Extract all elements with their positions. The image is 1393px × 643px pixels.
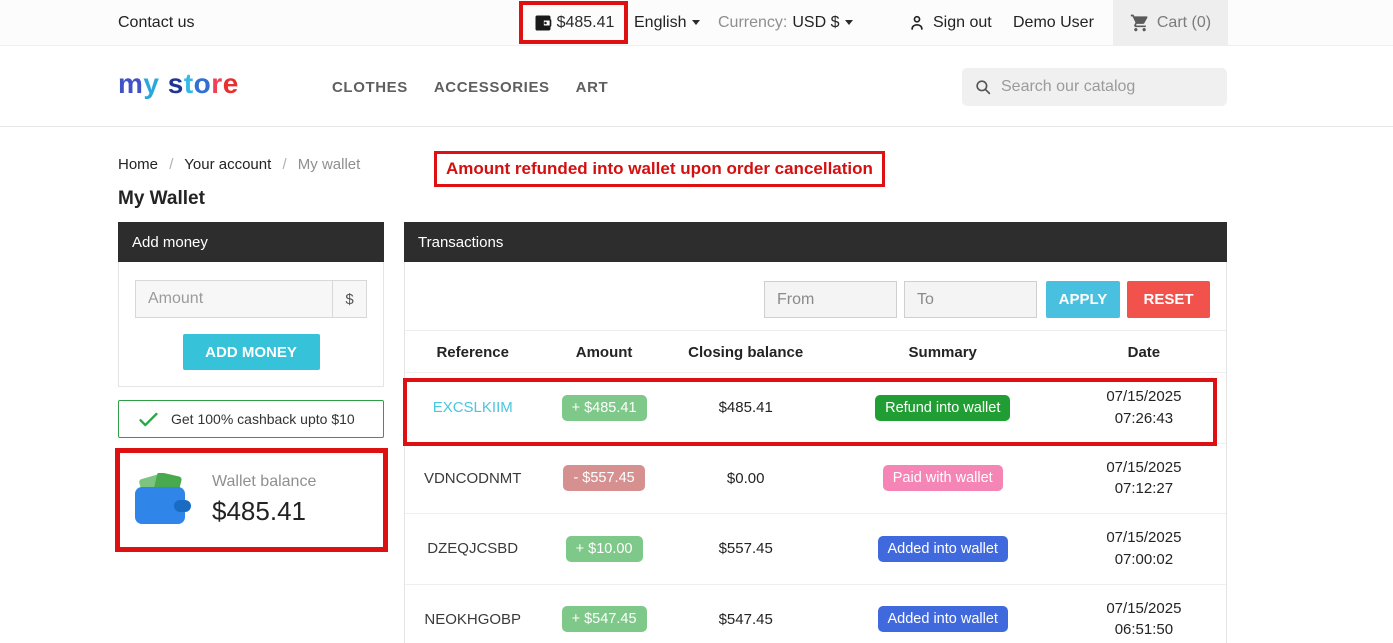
summary-badge: Added into wallet [877,606,1008,633]
chevron-down-icon [692,20,701,25]
currency-selector[interactable]: Currency: USD $ [718,13,854,32]
nav-item-accessories[interactable]: ACCESSORIES [433,79,550,96]
annotation-box-refund-note: Amount refunded into wallet upon order c… [434,151,885,187]
cashback-text: Get 100% cashback upto $10 [171,411,355,427]
breadcrumb: Home / Your account / My wallet [118,156,360,173]
transaction-date: 07/15/2025 06:51:50 [1061,583,1226,643]
annotation-box-wallet-balance: Wallet balance $485.41 [115,448,388,552]
language-selector[interactable]: English [634,13,701,32]
check-icon [139,412,158,427]
wallet-balance-block: Wallet balance $485.41 [212,473,316,527]
transactions-filter: APPLY RESET [405,262,1226,331]
amount-badge: - $557.45 [563,465,645,492]
date-from-input[interactable] [764,281,897,318]
transaction-reference: NEOKHGOBP [424,610,522,628]
language-label: English [634,13,687,31]
col-header-reference: Reference [436,344,509,361]
breadcrumb-current: My wallet [297,156,361,173]
transaction-date: 07/15/2025 07:26:43 [1061,372,1226,443]
currency-label: Currency: [718,13,788,31]
col-header-summary: Summary [908,344,977,361]
closing-balance: $557.45 [667,513,824,584]
topbar-wallet-amount[interactable]: $485.41 [556,13,615,31]
summary-badge: Added into wallet [877,535,1008,562]
annotation-box-topbar-wallet: $485.41 [519,1,628,44]
page-title: My Wallet [118,188,205,209]
wallet-balance-value: $485.41 [212,496,306,526]
col-header-amount: Amount [575,344,633,361]
cashback-note: Get 100% cashback upto $10 [118,400,384,438]
add-money-panel: Add money $ ADD MONEY [118,222,384,387]
apply-button[interactable]: APPLY [1046,281,1120,318]
closing-balance: $0.00 [667,442,824,514]
amount-input-group: $ [135,280,367,318]
amount-input[interactable] [136,281,332,317]
cart-label: Cart (0) [1156,14,1212,31]
wallet-icon [533,13,553,33]
table-header-row: Reference Amount Closing balance Summary… [405,331,1226,373]
transaction-date: 07/15/2025 07:00:02 [1061,513,1226,584]
currency-value: USD $ [792,13,840,31]
amount-badge: + $547.45 [561,606,647,633]
sign-out-link[interactable]: Sign out [908,14,992,32]
date-to-input[interactable] [904,281,1037,318]
cart-button[interactable]: Cart (0) [1113,0,1228,46]
contact-us-link[interactable]: Contact us [118,13,195,31]
add-money-panel-title: Add money [118,222,384,262]
chevron-down-icon [845,20,854,25]
transaction-reference[interactable]: EXCSLKIIM [432,399,513,417]
transactions-panel-title: Transactions [404,222,1227,262]
amount-badge: + $485.41 [561,394,647,421]
table-row: NEOKHGOBP + $547.45 $547.45 Added into w… [405,583,1226,643]
user-account-link[interactable]: Demo User [1013,13,1094,31]
col-header-date: Date [1127,344,1161,361]
transaction-date: 07/15/2025 07:12:27 [1061,442,1226,514]
currency-symbol-suffix: $ [332,281,366,317]
table-row: EXCSLKIIM + $485.41 $485.41 Refund into … [405,372,1226,443]
site-header: my store CLOTHES ACCESSORIES ART [0,46,1393,127]
table-row: DZEQJCSBD + $10.00 $557.45 Added into wa… [405,513,1226,584]
transactions-panel: Transactions APPLY RESET Reference Amoun… [404,222,1227,643]
transaction-reference: VDNCODNMT [423,469,522,487]
breadcrumb-home[interactable]: Home [118,156,159,173]
summary-badge: Refund into wallet [875,394,1011,421]
nav-item-art[interactable]: ART [575,79,609,96]
reset-button[interactable]: RESET [1127,281,1210,318]
amount-badge: + $10.00 [565,535,643,562]
closing-balance: $485.41 [667,372,824,443]
transactions-panel-body: APPLY RESET Reference Amount Closing bal… [404,262,1227,643]
col-header-closing-balance: Closing balance [688,344,804,361]
table-row: VDNCODNMT - $557.45 $0.00 Paid with wall… [405,442,1226,514]
main-nav: CLOTHES ACCESSORIES ART [332,79,608,96]
wallet-balance-label: Wallet balance [212,473,317,490]
breadcrumb-separator: / [282,156,287,173]
closing-balance: $547.45 [667,583,824,643]
breadcrumb-separator: / [169,156,174,173]
cart-icon [1130,13,1150,33]
person-icon [908,14,926,32]
add-money-button[interactable]: ADD MONEY [182,334,320,370]
breadcrumb-your-account[interactable]: Your account [184,156,272,173]
search-box [962,68,1227,106]
add-money-panel-body: $ ADD MONEY [118,262,384,387]
search-input[interactable] [1001,78,1215,96]
transactions-table: Reference Amount Closing balance Summary… [405,331,1226,643]
store-logo[interactable]: my store [118,68,239,99]
search-icon [974,78,992,96]
transaction-reference: DZEQJCSBD [427,540,519,558]
nav-item-clothes[interactable]: CLOTHES [332,79,408,96]
summary-badge: Paid with wallet [882,465,1003,492]
top-bar: Contact us $485.41 English Currency: USD… [0,0,1393,46]
transactions-table-body: EXCSLKIIM + $485.41 $485.41 Refund into … [405,372,1226,643]
wallet-balance-icon [132,473,192,527]
sign-out-label: Sign out [933,13,992,31]
